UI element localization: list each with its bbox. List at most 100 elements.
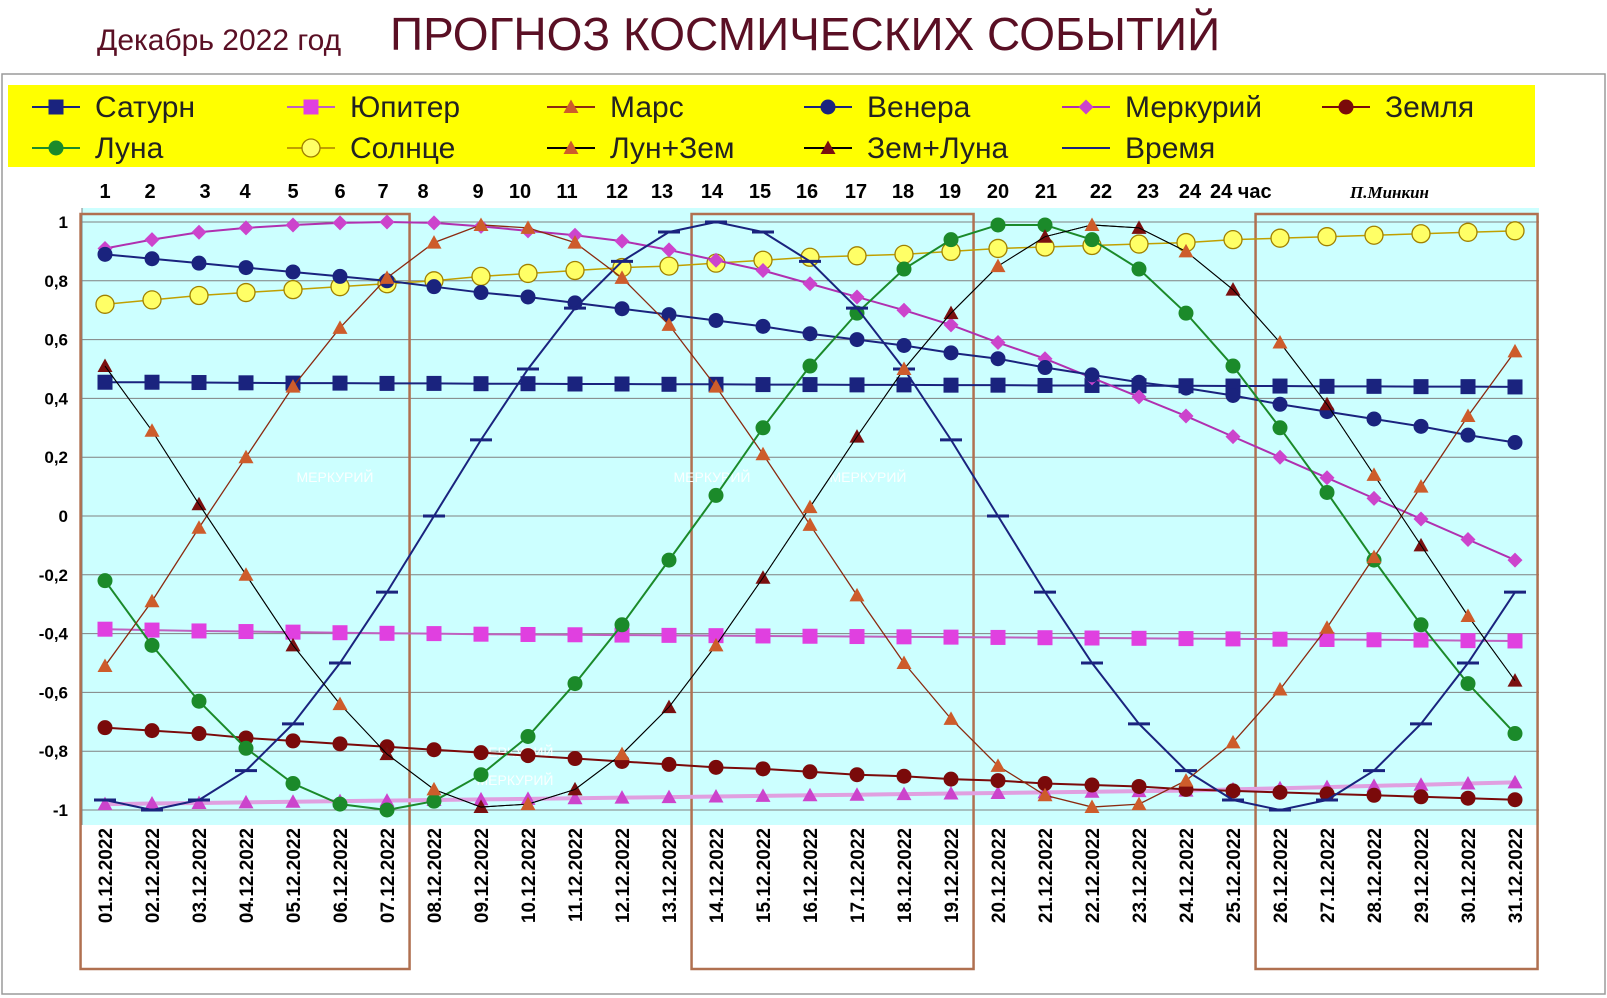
data-point: [144, 637, 160, 653]
data-point: [990, 785, 1006, 799]
data-point: [1084, 377, 1100, 393]
hour-label: 20: [987, 181, 1009, 203]
legend-entry: Земля: [1385, 91, 1474, 124]
data-point: [379, 375, 395, 391]
data-point: [144, 622, 160, 638]
data-point: [1131, 389, 1147, 405]
watermark-text: МЕРКУРИЙ: [296, 468, 373, 485]
data-point: [520, 748, 536, 764]
x-tick-label: 29.12.2022: [1412, 828, 1433, 923]
data-point: [1225, 387, 1241, 403]
data-point: [849, 787, 865, 801]
data-point: [708, 788, 724, 803]
x-tick-label: 19.12.2022: [942, 828, 963, 923]
data-point: [820, 99, 836, 115]
data-point: [1364, 225, 1384, 245]
data-point: [1413, 617, 1429, 633]
data-point: [1413, 418, 1429, 434]
data-point: [1225, 783, 1241, 799]
data-point: [1272, 396, 1288, 412]
data-point: [1319, 620, 1335, 634]
series-7: [97, 217, 1523, 818]
data-point: [426, 742, 442, 758]
data-point: [943, 711, 959, 725]
data-point: [1338, 99, 1354, 115]
data-point: [48, 140, 64, 156]
data-point: [567, 295, 583, 311]
data-point: [1078, 99, 1094, 115]
hour-label: 19: [939, 181, 961, 203]
legend-entry: Марс: [610, 91, 684, 124]
data-point: [97, 621, 113, 637]
data-point: [614, 746, 630, 761]
data-point: [1272, 631, 1288, 647]
data-point: [191, 224, 207, 240]
hour-label: 3: [199, 181, 210, 203]
legend-entry: Время: [1125, 132, 1215, 165]
data-point: [1411, 224, 1431, 244]
data-point: [97, 374, 113, 390]
data-point: [332, 215, 348, 231]
y-tick-label: 0,6: [44, 331, 68, 350]
data-point: [301, 138, 321, 158]
data-point: [896, 261, 912, 277]
data-point: [426, 375, 442, 391]
data-point: [1037, 217, 1053, 233]
data-point: [238, 794, 254, 809]
data-point: [189, 285, 209, 306]
data-point: [1507, 726, 1523, 742]
data-point: [849, 587, 865, 602]
data-point: [144, 723, 160, 739]
data-point: [1460, 608, 1476, 622]
x-tick-label: 03.12.2022: [190, 828, 211, 923]
legend-entry: Сатурн: [95, 91, 195, 124]
data-point: [97, 573, 113, 589]
series-9: [104, 217, 1516, 811]
x-tick-label: 10.12.2022: [519, 828, 540, 923]
legend-background: [8, 85, 1535, 167]
data-point: [1507, 435, 1523, 450]
data-point: [567, 676, 583, 692]
data-point: [473, 799, 489, 814]
hour-label: 23: [1137, 181, 1159, 203]
hour-label: 13: [651, 181, 673, 203]
x-tick-label: 27.12.2022: [1318, 828, 1339, 923]
data-point: [1084, 799, 1100, 814]
data-point: [473, 767, 489, 783]
data-point: [896, 302, 912, 318]
data-point: [1084, 777, 1100, 793]
data-point: [1037, 377, 1053, 393]
data-point: [473, 626, 489, 642]
data-point: [1460, 427, 1476, 443]
data-point: [661, 376, 677, 392]
data-point: [1225, 282, 1241, 296]
x-tick-label: 20.12.2022: [989, 828, 1010, 923]
data-point: [1225, 429, 1241, 445]
data-point: [191, 623, 207, 639]
data-point: [1272, 681, 1288, 696]
data-point: [1460, 633, 1476, 649]
data-point: [896, 377, 912, 393]
hour-label: 18: [892, 181, 914, 203]
data-point: [708, 252, 724, 268]
data-point: [1507, 379, 1523, 395]
hour-label: 14: [701, 181, 724, 203]
data-point: [1272, 449, 1288, 465]
x-tick-label: 15.12.2022: [754, 828, 775, 923]
data-point: [1272, 378, 1288, 394]
data-point: [755, 420, 771, 436]
legend-entry: Зем+Луна: [867, 132, 1009, 165]
data-point: [285, 624, 301, 640]
data-point: [379, 270, 395, 284]
data-point: [144, 423, 160, 437]
data-point: [1131, 796, 1147, 811]
data-point: [896, 337, 912, 353]
data-point: [943, 232, 959, 248]
legend: Сатурн Юпитер Марс Венера Меркурий Земля Луна С…: [8, 85, 1535, 167]
legend-entry: Солнце: [350, 132, 455, 165]
data-point: [379, 793, 395, 807]
data-point: [379, 802, 395, 818]
data-point: [802, 326, 818, 342]
hour-label: 1: [99, 181, 110, 203]
hour-label: 21: [1035, 181, 1057, 203]
